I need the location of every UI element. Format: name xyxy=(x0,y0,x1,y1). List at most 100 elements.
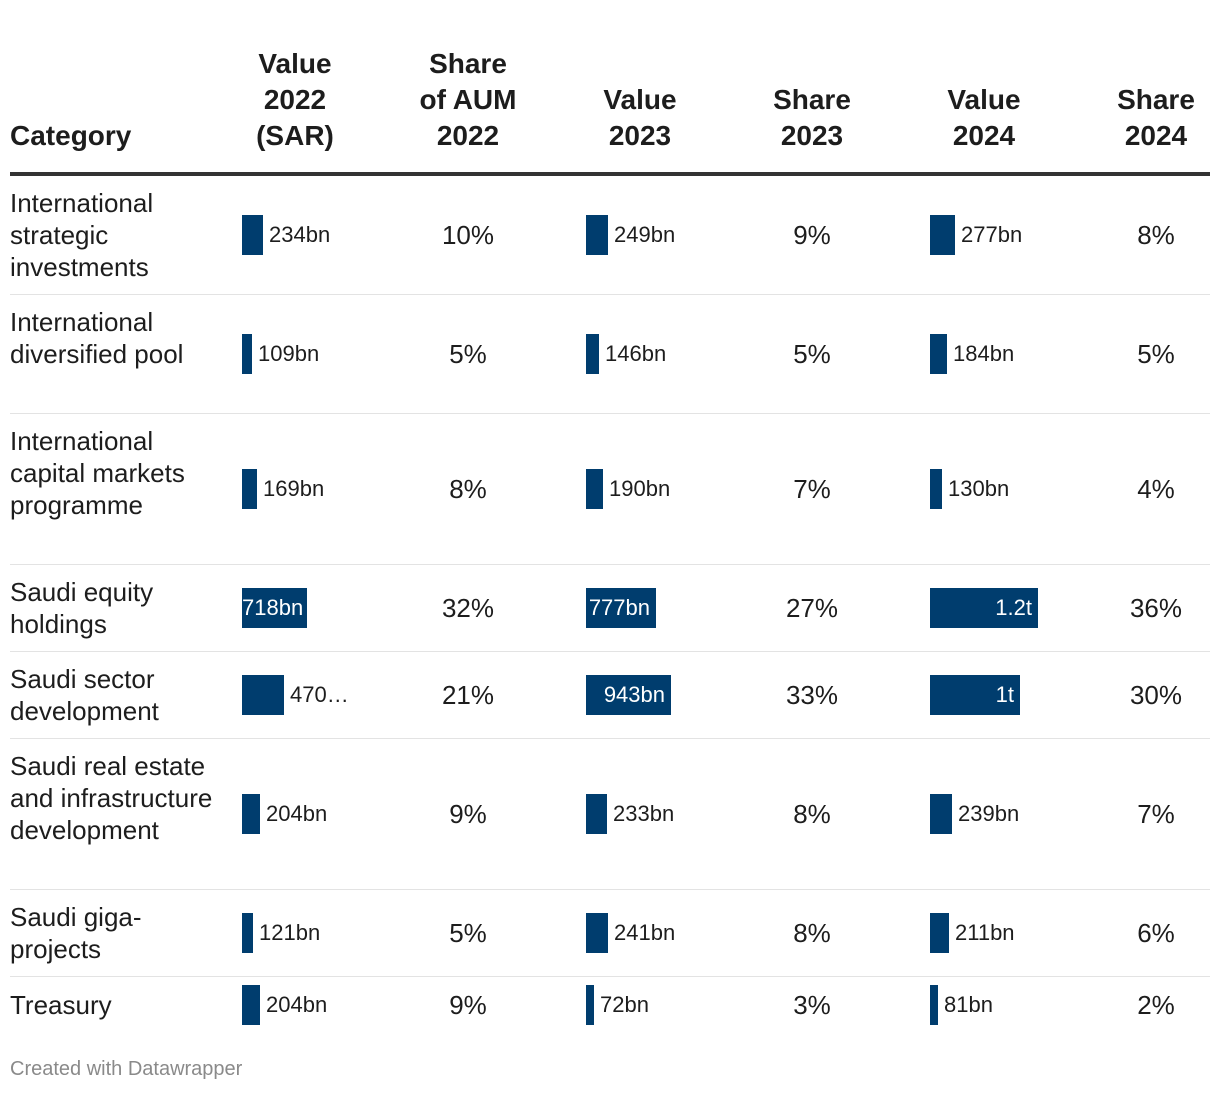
value-bar xyxy=(930,913,949,953)
value-cell-2023: 233bn xyxy=(586,794,746,834)
column-header: Value 2023 xyxy=(550,82,730,154)
column-header-line: (SAR) xyxy=(256,120,334,151)
share-cell-2023: 8% xyxy=(793,918,831,948)
value-bar xyxy=(586,334,599,374)
value-bar xyxy=(930,675,1020,715)
value-cell-2022: 204bn xyxy=(242,985,402,1025)
value-label: 234bn xyxy=(269,222,331,247)
share-cell-2022: 9% xyxy=(449,799,487,829)
share-cell-2023: 33% xyxy=(785,680,839,710)
share-cell-2023: 8% xyxy=(793,799,831,829)
value-label: 72bn xyxy=(600,992,649,1017)
value-label: 233bn xyxy=(613,801,675,826)
value-label: 81bn xyxy=(944,992,993,1017)
column-header-line: 2024 xyxy=(1124,120,1188,151)
column-header-line: 2022 xyxy=(263,84,327,115)
share-cell-2024: 6% xyxy=(1137,918,1175,948)
category-cell: International diversified pool xyxy=(10,307,184,369)
table-row: International strategic investments 234bn… xyxy=(10,176,1210,295)
value-label: 1.2t xyxy=(995,595,1032,620)
table-row: International capital markets programme 1… xyxy=(10,414,1210,565)
category-cell: Saudi giga-projects xyxy=(10,902,142,964)
value-label: 121bn xyxy=(259,920,321,945)
table-header: Category Value 2022 (SAR) Share of AUM 2022 Val… xyxy=(10,40,1210,176)
value-cell-2022: 169bn xyxy=(242,469,402,509)
column-header-line: 2023 xyxy=(780,120,844,151)
value-bar xyxy=(586,588,656,628)
value-bar xyxy=(242,469,257,509)
value-label: 169bn xyxy=(263,476,325,501)
table-row: International diversified pool 109bn 5% 146… xyxy=(10,295,1210,414)
share-cell-2022: 32% xyxy=(441,593,495,623)
value-cell-2024: 130bn xyxy=(930,469,1090,509)
data-table: Category Value 2022 (SAR) Share of AUM 2022 Val… xyxy=(10,40,1210,1033)
category-cell: Treasury xyxy=(10,990,112,1020)
share-cell-2024: 30% xyxy=(1129,680,1183,710)
share-cell-2022: 5% xyxy=(449,339,487,369)
share-cell-2024: 2% xyxy=(1137,990,1175,1020)
value-bar xyxy=(242,913,253,953)
value-cell-2022: 470… xyxy=(242,675,402,715)
column-header: Share of AUM 2022 xyxy=(378,46,558,154)
value-label: 470… xyxy=(290,682,349,707)
column-header-line: Share xyxy=(773,84,851,115)
category-cell: Saudi sector development xyxy=(10,664,159,726)
value-cell-2023: 241bn xyxy=(586,913,746,953)
value-label: 277bn xyxy=(961,222,1023,247)
value-label: 943bn xyxy=(603,682,665,707)
footer-credit: Created with Datawrapper xyxy=(10,1058,243,1080)
table-row: Saudi real estate and infrastructure dev… xyxy=(10,739,1210,890)
share-cell-2022: 5% xyxy=(449,918,487,948)
value-label: 204bn xyxy=(266,992,328,1017)
category-cell: Saudi real estate and infrastructure dev… xyxy=(10,751,213,845)
value-bar xyxy=(242,215,263,255)
column-header-line: Value xyxy=(603,84,677,115)
table-row: Treasury 204bn 9% 72bn 3% 81bn 2% xyxy=(10,977,1210,1033)
table-row: Saudi equity holdings 718bn 32% 777bn 27% 1.2… xyxy=(10,565,1210,652)
share-cell-2022: 10% xyxy=(441,220,495,250)
value-cell-2023: 777bn xyxy=(586,588,746,628)
column-header: Share 2024 xyxy=(1066,82,1220,154)
column-header-line: 2022 xyxy=(436,120,500,151)
column-header-line: 2024 xyxy=(952,120,1016,151)
value-label: 1t xyxy=(995,682,1014,707)
value-bar xyxy=(242,675,284,715)
value-label: 718bn xyxy=(242,595,304,620)
value-cell-2023: 146bn xyxy=(586,334,746,374)
value-label: 190bn xyxy=(609,476,671,501)
value-cell-2023: 190bn xyxy=(586,469,746,509)
value-cell-2023: 249bn xyxy=(586,215,746,255)
value-label: 146bn xyxy=(605,341,667,366)
value-cell-2024: 1.2t xyxy=(930,588,1090,628)
table-row: Saudi sector development 470… 21% 943bn 33% 1… xyxy=(10,652,1210,739)
value-cell-2022: 121bn xyxy=(242,913,402,953)
share-cell-2023: 3% xyxy=(793,990,831,1020)
value-bar xyxy=(242,985,260,1025)
value-bar xyxy=(586,794,607,834)
column-header: Share 2023 xyxy=(722,82,902,154)
value-label: 109bn xyxy=(258,341,320,366)
column-header-line: Category xyxy=(10,120,132,151)
value-bar xyxy=(930,334,947,374)
share-cell-2023: 9% xyxy=(793,220,831,250)
value-cell-2024: 211bn xyxy=(930,913,1090,953)
column-header: Value 2022 (SAR) xyxy=(205,46,385,154)
column-header-line: 2023 xyxy=(608,120,672,151)
column-header-line: Value xyxy=(947,84,1021,115)
share-cell-2022: 9% xyxy=(449,990,487,1020)
category-cell: International strategic investments xyxy=(10,188,154,282)
value-label: 777bn xyxy=(588,595,650,620)
value-cell-2024: 239bn xyxy=(930,794,1090,834)
value-cell-2022: 234bn xyxy=(242,215,402,255)
value-label: 241bn xyxy=(614,920,676,945)
value-bar xyxy=(242,334,252,374)
value-label: 184bn xyxy=(953,341,1015,366)
value-bar xyxy=(930,985,938,1025)
value-bar xyxy=(586,675,671,715)
column-header-line: Share xyxy=(429,48,507,79)
share-cell-2022: 21% xyxy=(441,680,495,710)
value-cell-2022: 109bn xyxy=(242,334,402,374)
value-bar xyxy=(242,794,260,834)
value-cell-2023: 943bn xyxy=(586,675,746,715)
share-cell-2022: 8% xyxy=(449,474,487,504)
